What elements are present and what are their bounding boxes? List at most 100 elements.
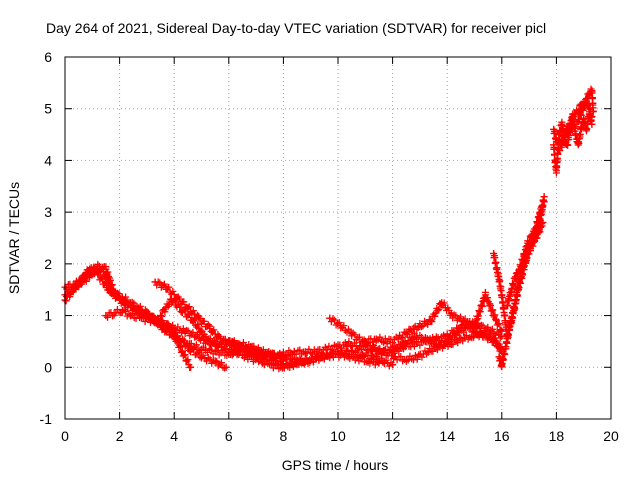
data-point	[309, 356, 317, 364]
data-point	[558, 120, 566, 128]
x-tick-label: 12	[385, 428, 401, 444]
x-tick-label: 18	[549, 428, 565, 444]
y-tick-label: 5	[44, 101, 52, 117]
data-point	[495, 353, 503, 361]
data-point	[157, 312, 165, 320]
data-point	[536, 208, 544, 216]
data-point	[375, 359, 383, 367]
data-point	[181, 327, 189, 335]
data-point	[516, 265, 524, 273]
data-point	[323, 345, 331, 353]
data-point	[520, 252, 528, 260]
data-point	[572, 131, 580, 139]
data-point	[566, 120, 574, 128]
data-point	[380, 349, 388, 357]
data-point	[449, 312, 457, 320]
data-point	[167, 296, 175, 304]
data-point	[443, 332, 451, 340]
data-point	[195, 314, 203, 322]
data-point	[588, 112, 596, 120]
data-point	[476, 322, 484, 330]
data-point	[495, 275, 503, 283]
data-point	[312, 348, 320, 356]
data-point	[501, 312, 509, 320]
data-point	[383, 337, 391, 345]
series-satellite-track-13	[503, 197, 548, 310]
data-point	[301, 348, 309, 356]
data-point	[345, 340, 353, 348]
data-point	[551, 156, 559, 164]
data-point	[369, 344, 377, 352]
data-point	[511, 273, 519, 281]
data-point	[66, 288, 74, 296]
data-point	[487, 327, 495, 335]
data-point	[588, 87, 596, 95]
grid	[65, 57, 611, 419]
data-point	[217, 335, 225, 343]
data-point	[225, 337, 233, 345]
data-point	[127, 299, 135, 307]
data-point	[184, 304, 192, 312]
y-tick-label: 6	[44, 49, 52, 65]
data-point	[465, 319, 473, 327]
chart-title: Day 264 of 2021, Sidereal Day-to-day VTE…	[46, 20, 546, 36]
y-tick-label: -1	[40, 411, 53, 427]
data-point	[192, 332, 200, 340]
data-point	[561, 128, 569, 136]
series-satellite-track-12	[495, 218, 547, 371]
data-point	[86, 273, 94, 281]
data-point	[342, 352, 350, 360]
data-point	[189, 317, 197, 325]
data-point	[572, 110, 580, 118]
x-tick-label: 0	[61, 428, 69, 444]
data-point	[279, 350, 287, 358]
data-point	[178, 306, 186, 314]
data-point	[372, 335, 380, 343]
data-point	[506, 322, 514, 330]
data-point	[531, 237, 539, 245]
data-point	[552, 136, 560, 144]
x-tick-label: 8	[280, 428, 288, 444]
series-satellite-track-16	[555, 95, 596, 155]
data-point	[102, 312, 110, 320]
data-point	[503, 301, 511, 309]
data-point	[502, 343, 510, 351]
series-satellite-track-10	[389, 318, 506, 357]
data-point	[247, 348, 255, 356]
data-point	[148, 317, 156, 325]
data-point	[468, 332, 476, 340]
data-point	[498, 361, 506, 369]
data-point	[457, 335, 465, 343]
x-tick-label: 10	[330, 428, 346, 444]
data-point	[588, 120, 596, 128]
data-point	[454, 325, 462, 332]
data-point	[331, 350, 339, 358]
data-point	[184, 340, 192, 348]
data-point	[353, 354, 361, 362]
data-point	[427, 317, 435, 325]
series-satellite-track-6	[157, 295, 383, 373]
data-point	[206, 325, 214, 332]
data-point	[266, 361, 274, 369]
data-point	[514, 286, 522, 294]
y-tick-label: 2	[44, 256, 52, 272]
data-point	[337, 322, 345, 330]
data-point	[481, 291, 489, 299]
data-points	[61, 85, 597, 373]
data-point	[555, 146, 563, 154]
data-point	[94, 262, 102, 270]
data-point	[389, 361, 397, 369]
data-point	[334, 343, 342, 351]
data-point	[222, 345, 230, 353]
data-point	[299, 357, 307, 365]
x-tick-label: 4	[170, 428, 178, 444]
data-point	[110, 288, 118, 296]
data-point	[550, 125, 558, 133]
data-point	[118, 293, 126, 301]
data-point	[162, 283, 170, 291]
data-point	[277, 363, 285, 371]
data-point	[361, 337, 369, 345]
data-point	[498, 291, 506, 299]
